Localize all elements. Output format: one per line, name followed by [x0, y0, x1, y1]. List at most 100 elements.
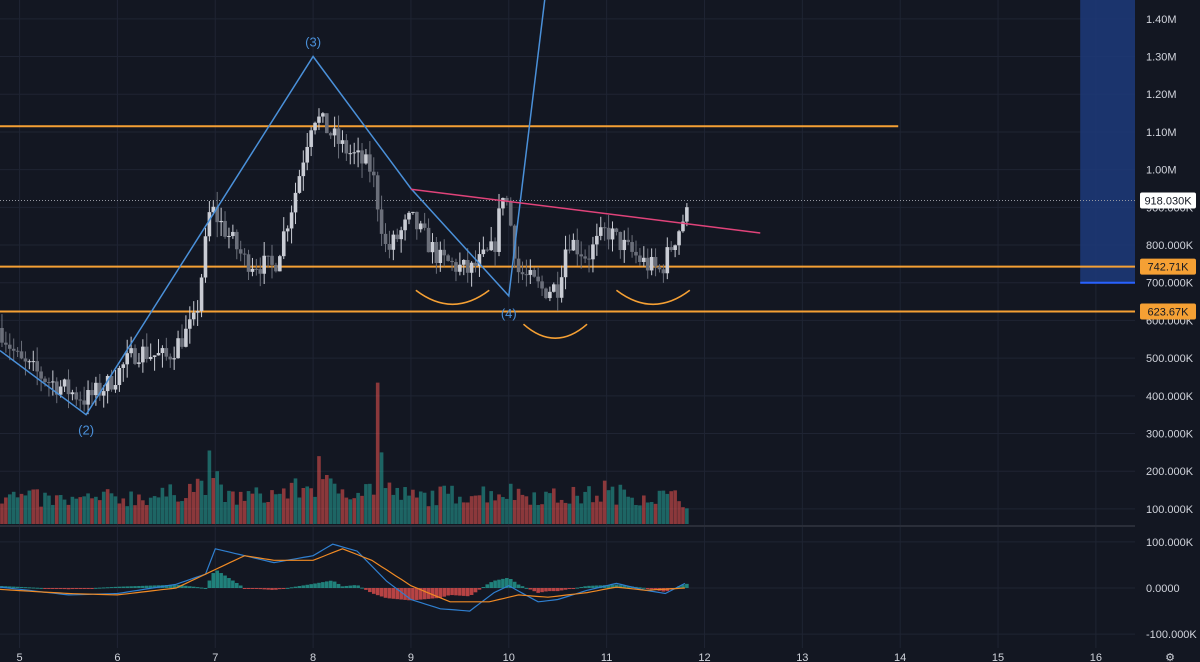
neckline[interactable] [410, 188, 761, 234]
candle-body [407, 212, 411, 220]
macd-histogram-bar [516, 584, 521, 588]
macd-histogram-bar [78, 588, 83, 589]
macd-histogram-bar [199, 587, 204, 589]
candle-body [313, 122, 317, 131]
price-axis[interactable]: 1.40M1.30M1.20M1.10M1.00M900.000K800.000… [1135, 0, 1200, 662]
volume-bar [58, 495, 63, 524]
price-tag-label: 742.71K [1148, 262, 1190, 274]
volume-bar [579, 503, 583, 524]
candle-body [493, 241, 497, 252]
volume-bar [105, 489, 110, 524]
candle-body [602, 227, 607, 229]
volume-bar [638, 505, 642, 524]
macd-histogram-bar [184, 585, 188, 588]
macd-histogram-bar [638, 587, 642, 589]
macd-histogram-bar [352, 585, 356, 588]
price-tag-bg [1140, 303, 1196, 320]
candle-body [223, 220, 227, 237]
macd-histogram-bar [105, 587, 110, 589]
candle-body [356, 150, 360, 153]
candle-body [473, 262, 478, 266]
volume-bar [649, 502, 654, 524]
elliott-wave-path[interactable] [0, 0, 548, 416]
volume-bar [348, 499, 353, 524]
volume-bar [661, 490, 666, 524]
volume-bar [325, 474, 329, 524]
volume-bar [47, 495, 51, 524]
candle-body [681, 221, 685, 232]
macd-histogram-bar [289, 587, 294, 589]
candle-body [497, 208, 501, 252]
volume-bar [469, 496, 474, 524]
candle-body [579, 254, 583, 257]
macd-histogram-bar [489, 582, 493, 588]
macd-histogram-bar [274, 588, 278, 590]
volume-bar [219, 484, 223, 524]
candle-body [250, 268, 255, 272]
candle-body [86, 390, 90, 405]
candle-body [622, 239, 627, 251]
volume-bars [0, 382, 689, 524]
wave-label-1: (2) [78, 423, 94, 438]
candle-body [184, 328, 188, 347]
macd-histogram-bar [454, 588, 458, 596]
macd-histogram-bar [418, 588, 423, 600]
candle-body [321, 113, 325, 117]
volume-bar [51, 504, 55, 524]
candle-body [152, 355, 157, 357]
volume-bar [391, 494, 396, 524]
candle-body [559, 277, 564, 298]
candle-body [630, 242, 634, 252]
drawings[interactable]: (2) (3) (4) [0, 0, 761, 438]
volume-bar [133, 505, 137, 524]
horizontal-levels[interactable] [0, 125, 1135, 313]
candle-body [653, 256, 658, 267]
volume-bar [82, 496, 86, 524]
macd-histogram-bar [47, 588, 51, 589]
volume-bar [642, 495, 646, 524]
candle-body [458, 264, 462, 272]
macd-histogram-bar [305, 584, 310, 588]
macd-histogram-bar [223, 575, 227, 588]
candle-body [39, 371, 43, 379]
pattern-arc-3[interactable] [615, 289, 691, 306]
candle-body [7, 344, 12, 349]
volume-bar [497, 494, 501, 524]
macd-histogram-bar [219, 573, 223, 588]
time-axis[interactable]: 5 6 7 8 9 10 11 12 13 14 15 16 ⚙ [17, 652, 1175, 662]
volume-bar [176, 501, 180, 524]
macd-histogram-bar [258, 588, 263, 590]
candle-body [31, 361, 36, 363]
candle-body [614, 228, 619, 232]
macd-histogram-bar [195, 587, 200, 589]
candle-body [234, 231, 239, 250]
volume-bar [309, 488, 313, 524]
settings-gear-icon[interactable]: ⚙ [1165, 652, 1175, 662]
candle-body [207, 212, 212, 237]
macd-histogram-bar [211, 573, 216, 588]
price-tick-label: 100.000K [1146, 504, 1194, 516]
macd-histogram-bar [101, 587, 106, 589]
volume-bar [602, 480, 607, 524]
candle-body [485, 249, 490, 251]
pattern-arc-2[interactable] [522, 323, 588, 339]
volume-bar [505, 498, 509, 524]
macd-histogram-bar [552, 588, 556, 592]
candle-body [548, 291, 552, 299]
volume-bar [552, 488, 556, 524]
candle-body [82, 400, 86, 405]
macd-histogram-bar [642, 587, 646, 589]
volume-bar [587, 486, 591, 524]
price-tag-bg [1140, 258, 1196, 275]
candle-body [555, 284, 560, 298]
macd-histogram-bar [313, 583, 317, 588]
price-tick-label: 700.000K [1146, 278, 1194, 290]
candle-body [645, 257, 650, 271]
candle-body [634, 251, 638, 256]
pattern-arc-1[interactable] [415, 289, 490, 306]
candle-body [618, 231, 623, 251]
macd-histogram-bar [74, 588, 79, 589]
macd-histogram-bar [520, 586, 525, 588]
macd-histogram-bar [512, 581, 517, 588]
